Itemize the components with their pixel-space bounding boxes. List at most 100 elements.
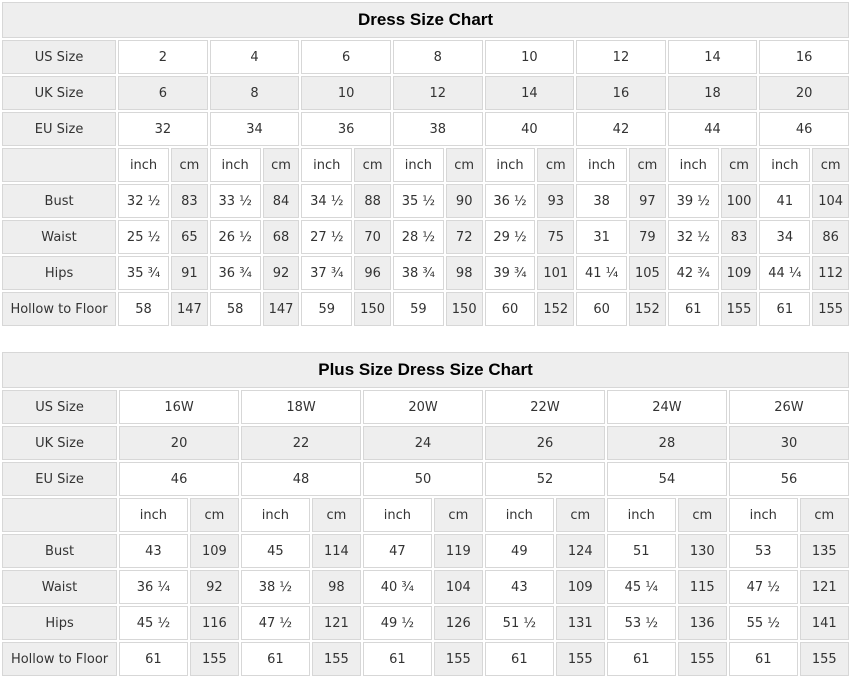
row-label: UK Size xyxy=(2,426,118,460)
size-value-cell: 8 xyxy=(392,40,483,74)
measurement-cm-cell: 147 xyxy=(171,292,208,326)
measurement-inch-cell: 40 ¾ xyxy=(363,570,432,604)
measurement-inch-cell: 45 ½ xyxy=(119,606,188,640)
measurement-inch-cell: 37 ¾ xyxy=(301,256,353,290)
unit-cm-cell: cm xyxy=(171,148,208,182)
size-value-cell: 14 xyxy=(667,40,758,74)
size-value-cell: 6 xyxy=(301,40,391,74)
measurement-inch-cell: 53 xyxy=(728,534,798,568)
measurement-cm-cell: 72 xyxy=(445,220,483,254)
measurement-cm-cell: 155 xyxy=(433,642,483,676)
measurement-cm-cell: 121 xyxy=(311,606,362,640)
measurement-inch-cell: 61 xyxy=(363,642,432,676)
measurement-inch-cell: 34 ½ xyxy=(301,184,353,218)
size-value-cell: 40 xyxy=(484,112,575,146)
measurement-cm-cell: 105 xyxy=(629,256,666,290)
size-value-cell: 34 xyxy=(209,112,300,146)
size-value-cell: 22W xyxy=(485,390,605,424)
measurement-cm-cell: 155 xyxy=(799,642,849,676)
corner-cell xyxy=(2,148,117,182)
measurement-inch-cell: 35 ¾ xyxy=(118,256,170,290)
measurement-cm-cell: 100 xyxy=(720,184,758,218)
size-value-cell: 16 xyxy=(759,40,849,74)
size-value-cell: 8 xyxy=(209,76,300,110)
row-label: Bust xyxy=(2,534,118,568)
measurement-cm-cell: 79 xyxy=(629,220,666,254)
unit-cm-cell: cm xyxy=(677,498,727,532)
measurement-cm-cell: 96 xyxy=(354,256,391,290)
measurement-inch-cell: 31 xyxy=(576,220,628,254)
measurement-inch-cell: 49 xyxy=(485,534,554,568)
unit-inch-cell: inch xyxy=(301,148,353,182)
size-value-cell: 18W xyxy=(241,390,362,424)
measurement-cm-cell: 119 xyxy=(433,534,483,568)
unit-cm-cell: cm xyxy=(720,148,758,182)
measurement-cm-cell: 155 xyxy=(311,642,362,676)
unit-cm-cell: cm xyxy=(311,498,362,532)
measurement-cm-cell: 131 xyxy=(555,606,605,640)
measurement-inch-cell: 43 xyxy=(119,534,188,568)
measurement-inch-cell: 36 ¾ xyxy=(209,256,261,290)
measurement-inch-cell: 38 xyxy=(576,184,628,218)
unit-cm-cell: cm xyxy=(629,148,666,182)
measurement-inch-cell: 25 ½ xyxy=(118,220,170,254)
size-value-cell: 42 xyxy=(576,112,666,146)
measurement-cm-cell: 83 xyxy=(720,220,758,254)
measurement-inch-cell: 38 ½ xyxy=(241,570,310,604)
size-value-cell: 50 xyxy=(363,462,483,496)
measurement-inch-cell: 58 xyxy=(118,292,170,326)
measurement-inch-cell: 32 ½ xyxy=(667,220,719,254)
unit-inch-cell: inch xyxy=(606,498,676,532)
unit-cm-cell: cm xyxy=(445,148,483,182)
unit-cm-cell: cm xyxy=(189,498,240,532)
unit-cm-cell: cm xyxy=(537,148,575,182)
measurement-cm-cell: 92 xyxy=(262,256,300,290)
unit-inch-cell: inch xyxy=(485,498,554,532)
measurement-inch-cell: 34 xyxy=(759,220,811,254)
measurement-cm-cell: 93 xyxy=(537,184,575,218)
size-value-cell: 20W xyxy=(363,390,483,424)
size-value-cell: 16W xyxy=(119,390,240,424)
measurement-inch-cell: 36 ½ xyxy=(484,184,536,218)
measurement-cm-cell: 135 xyxy=(799,534,849,568)
table-gap xyxy=(0,328,851,350)
unit-inch-cell: inch xyxy=(728,498,798,532)
measurement-cm-cell: 98 xyxy=(445,256,483,290)
measurement-cm-cell: 155 xyxy=(720,292,758,326)
size-value-cell: 20 xyxy=(759,76,849,110)
size-value-cell: 20 xyxy=(119,426,240,460)
measurement-cm-cell: 65 xyxy=(171,220,208,254)
measurement-inch-cell: 59 xyxy=(392,292,444,326)
size-value-cell: 10 xyxy=(301,76,391,110)
row-label: Waist xyxy=(2,220,117,254)
measurement-inch-cell: 61 xyxy=(119,642,188,676)
size-value-cell: 44 xyxy=(667,112,758,146)
measurement-inch-cell: 45 xyxy=(241,534,310,568)
row-label: Hips xyxy=(2,256,117,290)
measurement-inch-cell: 36 ¼ xyxy=(119,570,188,604)
measurement-cm-cell: 112 xyxy=(812,256,849,290)
measurement-cm-cell: 86 xyxy=(812,220,849,254)
unit-cm-cell: cm xyxy=(812,148,849,182)
size-value-cell: 38 xyxy=(392,112,483,146)
measurement-inch-cell: 60 xyxy=(484,292,536,326)
size-value-cell: 36 xyxy=(301,112,391,146)
measurement-inch-cell: 41 ¼ xyxy=(576,256,628,290)
measurement-cm-cell: 152 xyxy=(629,292,666,326)
measurement-cm-cell: 70 xyxy=(354,220,391,254)
row-label: Hollow to Floor xyxy=(2,642,118,676)
unit-inch-cell: inch xyxy=(484,148,536,182)
row-label: US Size xyxy=(2,40,117,74)
measurement-cm-cell: 104 xyxy=(812,184,849,218)
measurement-cm-cell: 155 xyxy=(812,292,849,326)
measurement-inch-cell: 43 xyxy=(485,570,554,604)
measurement-inch-cell: 35 ½ xyxy=(392,184,444,218)
measurement-inch-cell: 26 ½ xyxy=(209,220,261,254)
measurement-cm-cell: 92 xyxy=(189,570,240,604)
size-value-cell: 24 xyxy=(363,426,483,460)
measurement-cm-cell: 90 xyxy=(445,184,483,218)
corner-cell xyxy=(2,498,118,532)
size-value-cell: 26 xyxy=(485,426,605,460)
measurement-inch-cell: 49 ½ xyxy=(363,606,432,640)
